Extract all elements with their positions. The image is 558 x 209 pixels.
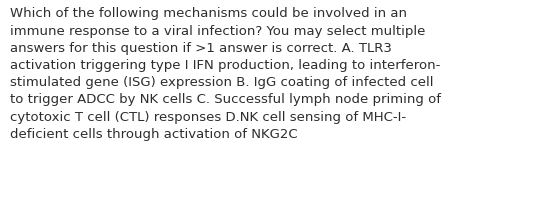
Text: Which of the following mechanisms could be involved in an
immune response to a v: Which of the following mechanisms could … xyxy=(10,7,441,141)
